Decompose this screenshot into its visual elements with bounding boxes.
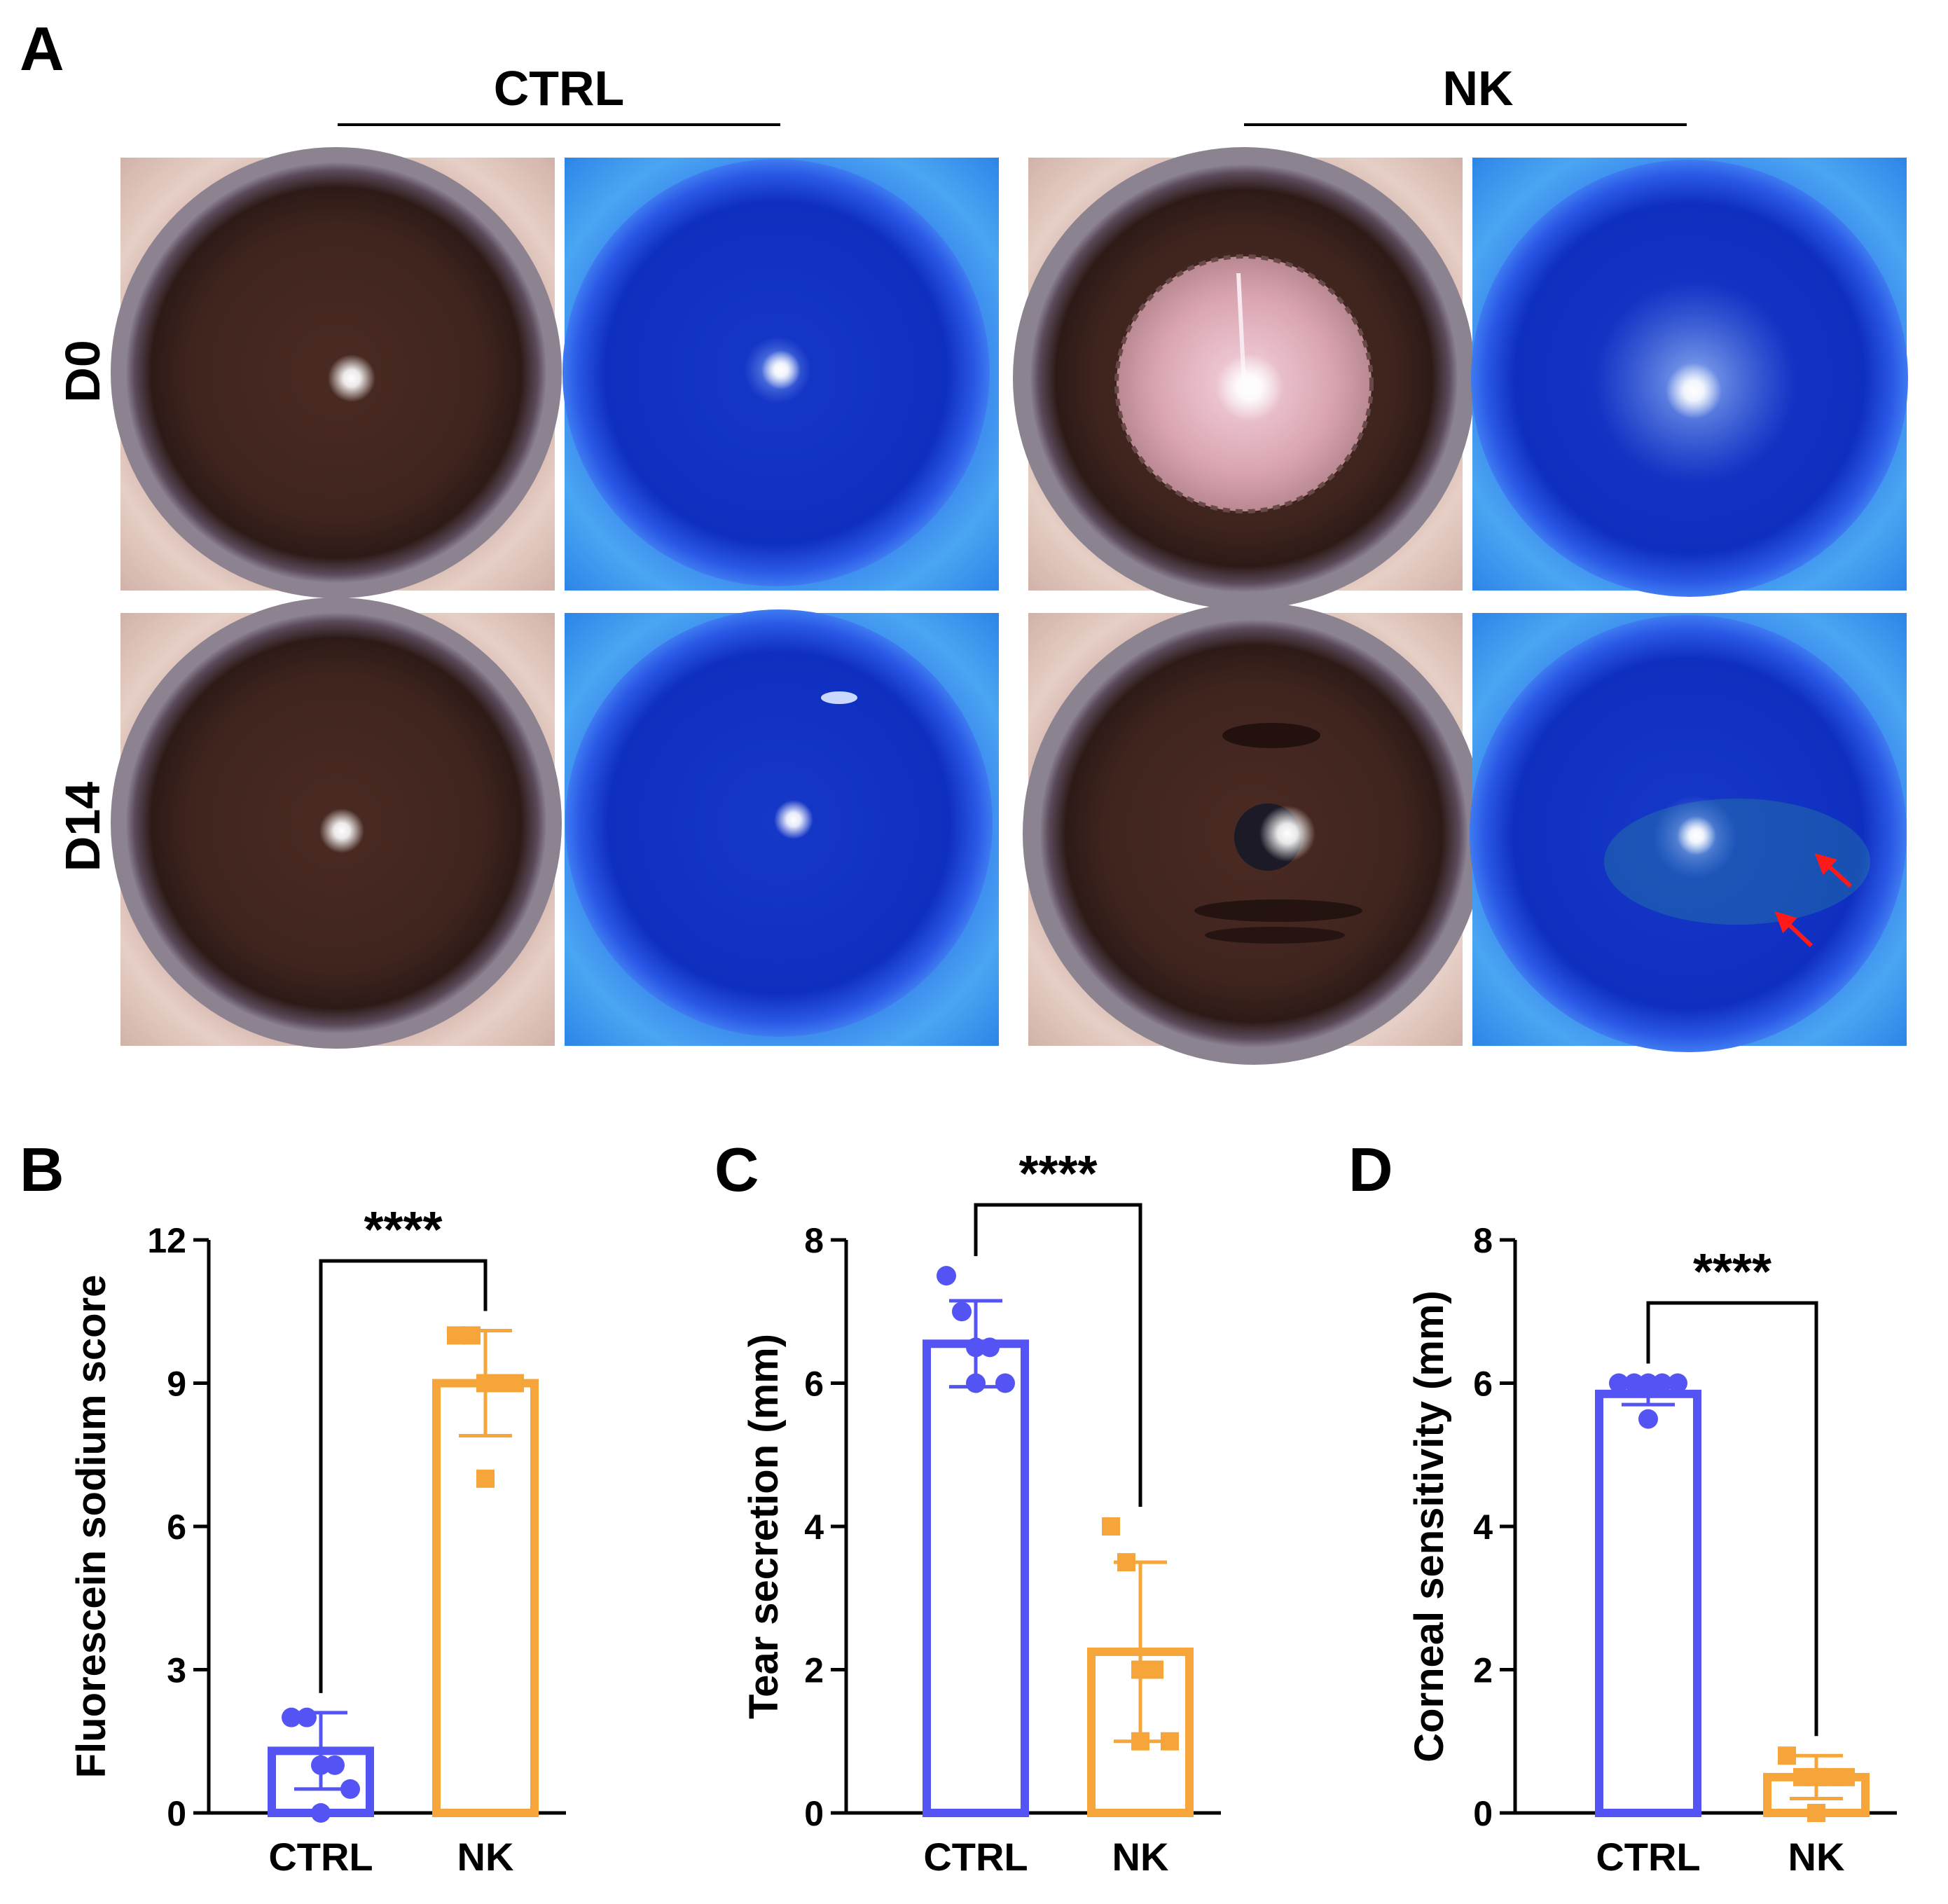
panel-label-b: B [20, 1135, 64, 1204]
row-label-d0: D0 [55, 340, 110, 402]
bar-ctrl [923, 1339, 1029, 1817]
data-point-ctrl [937, 1266, 956, 1286]
data-point-ctrl [311, 1755, 331, 1775]
y-tick-label: 4 [804, 1508, 824, 1547]
data-point-ctrl [1668, 1373, 1687, 1393]
lesion-arrow-upper [1814, 853, 1853, 888]
x-tick-label-ctrl: CTRL [923, 1835, 1028, 1879]
eye-photo-d0-ctrl-fluorescein [562, 158, 999, 591]
chart-fluorescein-score: 0 3 6 9 12 Fluorescein sodium score CTRL NK **** [69, 1202, 566, 1879]
row-label-d14: D14 [55, 782, 110, 871]
y-tick-label: 9 [167, 1365, 186, 1404]
eye-photo-d14-ctrl-brightfield [111, 598, 562, 1049]
data-point-nk [462, 1326, 481, 1345]
lesion-arrow-lower [1774, 911, 1814, 948]
group-header-ctrl: CTRL [494, 61, 625, 116]
x-tick-label-ctrl: CTRL [1596, 1835, 1700, 1879]
data-point-ctrl [297, 1707, 317, 1727]
data-point-nk [1145, 1660, 1163, 1679]
x-tick-label-nk: NK [457, 1835, 514, 1879]
data-point-nk [1117, 1553, 1135, 1572]
data-point-ctrl [1652, 1373, 1672, 1393]
bar-ctrl [1595, 1389, 1701, 1817]
x-tick-label-ctrl: CTRL [268, 1835, 373, 1879]
data-point-ctrl [966, 1373, 986, 1393]
data-point-ctrl [1638, 1373, 1658, 1393]
significance-bracket [974, 1203, 1142, 1507]
data-point-nk [447, 1326, 465, 1345]
data-point-ctrl [311, 1803, 331, 1823]
y-axis-label: Fluorescein sodium score [69, 1275, 114, 1779]
chart-corneal-sensitivity: 0 2 4 6 8 Corneal sensitivity (mm) CTRL NK **** [1407, 1221, 1897, 1879]
panel-label-d: D [1348, 1135, 1393, 1204]
data-point-nk [1778, 1746, 1796, 1765]
y-tick-label: 8 [804, 1221, 824, 1260]
data-point-nk [476, 1469, 495, 1488]
significance-bracket [319, 1259, 488, 1693]
data-point-nk [1807, 1804, 1825, 1822]
y-tick-label: 12 [147, 1221, 186, 1260]
eye-photo-d14-nk-fluorescein [1470, 613, 1907, 1052]
data-point-nk [506, 1374, 524, 1393]
data-point-nk [490, 1374, 509, 1393]
y-tick-label: 3 [167, 1651, 186, 1690]
bar-nk [432, 1379, 539, 1817]
data-point-nk [1161, 1732, 1179, 1751]
data-point-ctrl [340, 1779, 360, 1799]
data-point-ctrl [1624, 1373, 1644, 1393]
data-point-ctrl [1609, 1373, 1629, 1393]
y-tick-label: 6 [804, 1365, 824, 1404]
data-point-nk [1821, 1767, 1839, 1786]
data-point-ctrl [282, 1707, 301, 1727]
chart-tear-secretion: 0 2 4 6 8 Tear secretion (mm) CTRL NK **** [741, 1146, 1221, 1879]
data-point-ctrl [966, 1337, 986, 1358]
y-tick-label: 6 [167, 1508, 186, 1547]
data-point-nk [1131, 1732, 1149, 1751]
eye-photo-d0-nk-brightfield [1013, 147, 1475, 609]
significance-bracket [1646, 1301, 1818, 1737]
eye-photo-d0-ctrl-brightfield [111, 147, 562, 598]
y-axis-label: Tear secretion (mm) [741, 1334, 787, 1719]
x-tick-label-nk: NK [1112, 1835, 1169, 1879]
y-tick-label: 0 [167, 1794, 186, 1833]
y-tick-label: 2 [804, 1651, 824, 1690]
data-point-ctrl [995, 1373, 1015, 1393]
panel-label-a: A [20, 14, 64, 83]
y-tick-label: 0 [1473, 1794, 1493, 1833]
data-point-nk [1102, 1517, 1120, 1536]
y-tick-label: 6 [1473, 1365, 1493, 1404]
significance-stars: **** [364, 1202, 442, 1258]
eye-photo-d14-ctrl-fluorescein [565, 609, 999, 1046]
group-header-nk: NK [1442, 61, 1513, 116]
y-axis-label: Corneal sensitivity (mm) [1407, 1290, 1452, 1762]
y-tick-label: 4 [1473, 1508, 1493, 1547]
y-tick-label: 2 [1473, 1651, 1493, 1690]
eye-photo-d0-nk-fluorescein [1471, 158, 1908, 597]
data-point-ctrl [952, 1302, 972, 1322]
data-point-ctrl [980, 1337, 1000, 1358]
x-tick-label-nk: NK [1788, 1835, 1845, 1879]
y-tick-label: 8 [1473, 1221, 1493, 1260]
y-tick-label: 0 [804, 1794, 824, 1833]
data-point-ctrl [325, 1755, 345, 1775]
significance-stars: **** [1693, 1244, 1771, 1300]
significance-stars: **** [1018, 1146, 1097, 1202]
data-point-nk [1837, 1767, 1855, 1786]
eye-photo-d14-nk-brightfield [1023, 602, 1485, 1065]
data-point-ctrl [1638, 1409, 1658, 1429]
panel-label-c: C [714, 1135, 759, 1204]
